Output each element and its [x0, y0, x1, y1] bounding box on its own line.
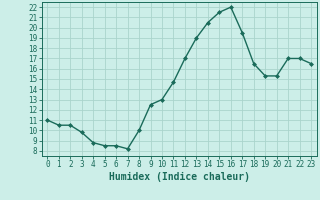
X-axis label: Humidex (Indice chaleur): Humidex (Indice chaleur) — [109, 172, 250, 182]
